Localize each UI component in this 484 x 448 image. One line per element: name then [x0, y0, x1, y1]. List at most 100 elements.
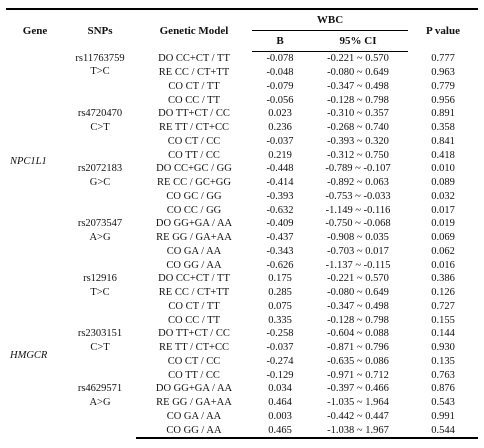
model-cell: CO CT / CC [167, 355, 221, 367]
b-cell: 0.023 [268, 108, 292, 120]
p-cell: 0.777 [431, 53, 455, 65]
table-row: RE GG / GA+AA 0.464 -1.035 ~ 1.964 0.543 [6, 396, 478, 410]
b-cell: -0.037 [266, 135, 294, 147]
table-row: HMGCR rs12916 T>C DO CC+CT / TT 0.175 -0.221 … [6, 272, 478, 361]
model-cell: CO TT / CC [168, 149, 220, 161]
ci-cell: -0.221 ~ 0.570 [327, 53, 389, 65]
model-cell: RE TT / CT+CC [158, 122, 229, 134]
model-cell: DO TT+CT / CC [158, 328, 230, 340]
p-cell: 0.930 [431, 342, 455, 354]
gene-cell: NPC1L1 [10, 156, 47, 168]
snp-id: rs4629571 [77, 383, 123, 394]
b-cell: 0.464 [268, 397, 292, 409]
snp-id: rs2072183 [77, 163, 123, 174]
p-cell: 0.779 [431, 80, 455, 92]
b-cell: -0.079 [266, 80, 294, 92]
p-cell: 0.019 [431, 218, 455, 230]
model-cell: CO CC / GG [166, 204, 222, 216]
ci-cell: -0.393 ~ 0.320 [327, 135, 389, 147]
ci-cell: -0.347 ~ 0.498 [327, 300, 389, 312]
p-cell: 0.016 [431, 259, 455, 271]
table-row: CO CC / GG -0.632 -1.149 ~ -0.116 0.017 [6, 203, 478, 217]
model-cell: RE GG / GA+AA [156, 232, 232, 244]
b-cell: 0.003 [268, 410, 292, 422]
ci-cell: -0.753 ~ -0.033 [325, 190, 391, 202]
p-cell: 0.876 [431, 383, 455, 395]
table-row: RE TT / CT+CC -0.037 -0.871 ~ 0.796 0.930 [6, 341, 478, 355]
p-cell: 0.126 [431, 287, 455, 299]
ci-cell: -0.312 ~ 0.750 [327, 149, 389, 161]
table-row: CO GG / AA -0.626 -1.137 ~ -0.115 0.016 [6, 258, 478, 272]
b-cell: -0.393 [266, 190, 294, 202]
p-cell: 0.544 [408, 423, 478, 439]
model-cell: DO CC+CT / TT [158, 273, 230, 285]
ci-cell: -0.871 ~ 0.796 [327, 342, 389, 354]
table-row: RE CC / CT+TT -0.048 -0.080 ~ 0.649 0.963 [6, 66, 478, 80]
b-cell: -0.414 [266, 177, 294, 189]
b-cell: -0.037 [266, 342, 294, 354]
model-cell: CO GG / AA [166, 259, 222, 271]
ci-cell: -0.635 ~ 0.086 [327, 355, 389, 367]
p-cell: 0.144 [431, 328, 455, 340]
header-cell: P value [408, 8, 478, 52]
ci-cell: -0.908 ~ 0.035 [327, 232, 389, 244]
ci-cell: -0.128 ~ 0.798 [327, 314, 389, 326]
table-row: rs4720470 C>T DO TT+CT / CC 0.023 -0.310 ~ 0… [6, 107, 478, 133]
table-row: RE CC / GC+GG -0.414 -0.892 ~ 0.063 0.089 [6, 176, 478, 190]
table-row: CO CC / TT 0.335 -0.128 ~ 0.798 0.155 [6, 313, 478, 327]
ci-cell: -0.789 ~ -0.107 [325, 163, 391, 175]
ci-cell: -0.347 ~ 0.498 [327, 80, 389, 92]
ci-cell: -0.971 ~ 0.712 [327, 369, 389, 381]
b-cell: -0.078 [266, 53, 294, 65]
snp-allele: C>T [90, 341, 110, 353]
p-cell: 0.089 [431, 177, 455, 189]
ci-cell: -0.310 ~ 0.357 [327, 108, 389, 120]
ci-cell: -1.038 ~ 1.967 [308, 423, 408, 439]
ci-cell: -1.149 ~ -0.116 [325, 204, 391, 216]
b-cell: 0.285 [268, 287, 292, 299]
ci-cell: -0.080 ~ 0.649 [327, 67, 389, 79]
snp-allele: A>G [89, 396, 111, 408]
model-cell: CO GA / AA [166, 410, 222, 422]
b-cell: -0.048 [266, 67, 294, 79]
model-cell: CO CC / TT [167, 314, 221, 326]
model-cell: DO GG+GA / AA [155, 383, 233, 395]
p-cell: 0.358 [431, 122, 455, 134]
model-cell: RE CC / CT+TT [158, 67, 230, 79]
ci-cell: -0.128 ~ 0.798 [327, 94, 389, 106]
header-cell: WBC [252, 8, 408, 31]
results-table: Gene SNPs Genetic Model WBC P value B 95… [6, 8, 478, 439]
b-cell: -0.343 [266, 245, 294, 257]
b-cell: -0.632 [266, 204, 294, 216]
snp-cell: rs2072183 G>C [64, 162, 136, 217]
table-row: RE CC / CT+TT 0.285 -0.080 ~ 0.649 0.126 [6, 286, 478, 300]
p-cell: 0.386 [431, 273, 455, 285]
model-cell: CO TT / CC [168, 369, 220, 381]
p-cell: 0.155 [431, 314, 455, 326]
model-cell: RE CC / CT+TT [158, 287, 230, 299]
table-row: CO CT / TT 0.075 -0.347 ~ 0.498 0.727 [6, 300, 478, 314]
snp-id: rs4720470 [77, 108, 123, 119]
model-cell: RE TT / CT+CC [158, 342, 229, 354]
table-row: NPC1L1 rs11763759 T>C DO CC+CT / TT -0.078 -0… [6, 52, 478, 168]
model-cell: RE CC / GC+GG [157, 177, 231, 189]
snp-allele: T>C [90, 66, 110, 78]
model-cell: DO TT+CT / CC [158, 108, 230, 120]
b-cell: 0.465 [252, 423, 308, 439]
model-cell: CO CC / TT [167, 94, 221, 106]
header-cell: Gene [6, 8, 64, 52]
b-cell: 0.175 [268, 273, 292, 285]
ci-cell: -0.750 ~ -0.068 [325, 218, 391, 230]
table-row: rs4629571 A>G DO GG+GA / AA 0.034 -0.397 ~ 0… [6, 382, 478, 408]
b-cell: -0.626 [266, 259, 294, 271]
header-cell: B [252, 30, 308, 52]
table-row: CO CC / TT -0.056 -0.128 ~ 0.798 0.956 [6, 93, 478, 107]
p-cell: 0.418 [431, 149, 455, 161]
table-row: CO TT / CC 0.219 -0.312 ~ 0.750 0.418 [6, 148, 478, 162]
p-cell: 0.991 [431, 410, 455, 422]
snp-allele: A>G [89, 231, 111, 243]
model-cell: CO CT / CC [167, 135, 221, 147]
b-cell: -0.129 [266, 369, 294, 381]
snp-id: rs12916 [83, 273, 117, 284]
